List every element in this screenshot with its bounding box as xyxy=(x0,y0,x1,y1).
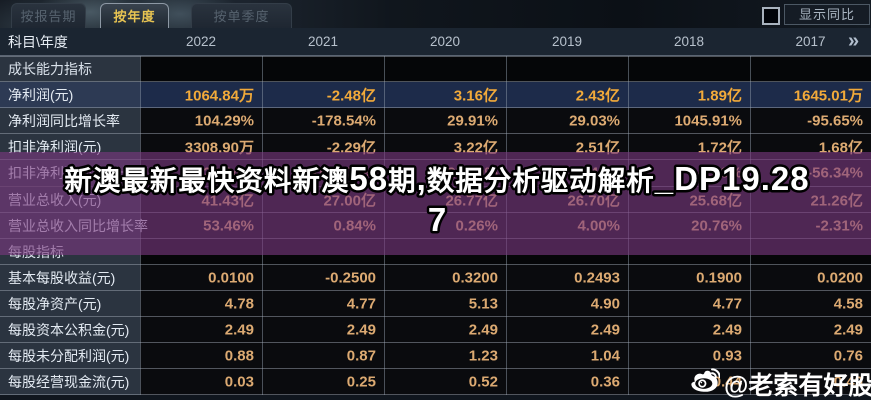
svg-text:7: 7 xyxy=(428,201,446,238)
svg-text:新澳最新最快资料新澳58期,数据分析驱动解析_DP19.28: 新澳最新最快资料新澳58期,数据分析驱动解析_DP19.28 xyxy=(64,160,809,197)
